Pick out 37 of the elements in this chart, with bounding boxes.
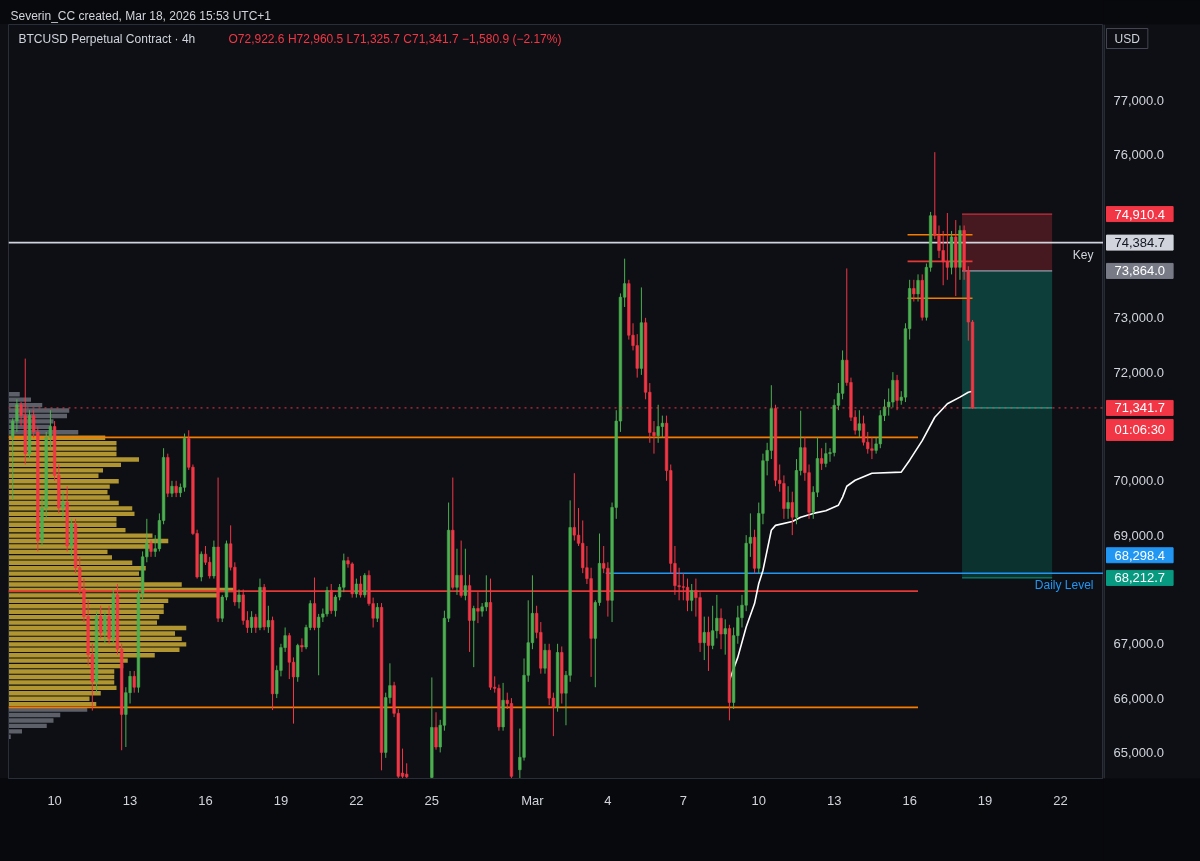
x-tick-label: Mar xyxy=(521,792,545,808)
y-tick-label: 74,910.4 xyxy=(1114,206,1166,222)
x-tick-label: 10 xyxy=(47,792,62,808)
text: 01:06:30 xyxy=(1114,422,1166,438)
x-tick-label: 22 xyxy=(1053,792,1068,808)
series-label: Daily Level xyxy=(1034,578,1094,593)
y-tick-label: 66,000.0 xyxy=(1113,690,1165,706)
x-tick-label: 10 xyxy=(751,792,766,808)
x-tick-label: 7 xyxy=(679,792,687,808)
y-tick-label: 65,000.0 xyxy=(1113,744,1165,760)
x-tick-label: 4 xyxy=(604,792,612,808)
x-tick-label: 16 xyxy=(198,792,213,808)
y-tick-label: 76,000.0 xyxy=(1113,147,1165,163)
x-tick-label: 16 xyxy=(902,792,917,808)
data-label: 68,298.4 xyxy=(1114,547,1166,563)
x-tick-label: 13 xyxy=(122,792,138,808)
y-tick-label: 72,000.0 xyxy=(1113,364,1165,380)
x-tick-label: 19 xyxy=(273,792,289,808)
x-tick-label: 13 xyxy=(826,792,842,808)
y-tick-label: 77,000.0 xyxy=(1113,93,1165,109)
y-tick-label: 67,000.0 xyxy=(1113,636,1165,652)
bar xyxy=(8,701,97,707)
y-tick-label: 70,000.0 xyxy=(1113,473,1165,489)
y-axis-title: USD xyxy=(1114,31,1141,46)
text: BTCUSD Perpetual Contract · 4h xyxy=(18,31,196,46)
y-tick-label: 68,212.7 xyxy=(1114,570,1166,586)
ref-line-label: 71,341.7 xyxy=(1114,400,1166,416)
y-tick-label: 69,000.0 xyxy=(1113,527,1165,543)
series-label: Key xyxy=(1072,247,1094,262)
y-tick-label: 73,864.0 xyxy=(1114,263,1166,279)
x-tick-label: 22 xyxy=(349,792,364,808)
text: Severin_CC created, Mar 18, 2026 15:53 UTC+1 xyxy=(10,8,272,23)
x-tick-label: 25 xyxy=(424,792,440,808)
y-tick-label: 74,384.7 xyxy=(1114,235,1166,251)
y-tick-label: 73,000.0 xyxy=(1113,310,1165,326)
x-tick-label: 19 xyxy=(977,792,993,808)
text: O72,922.6 H72,960.5 L71,325.7 C71,341.7 −1,580.9 (−2.17%) xyxy=(228,31,562,46)
